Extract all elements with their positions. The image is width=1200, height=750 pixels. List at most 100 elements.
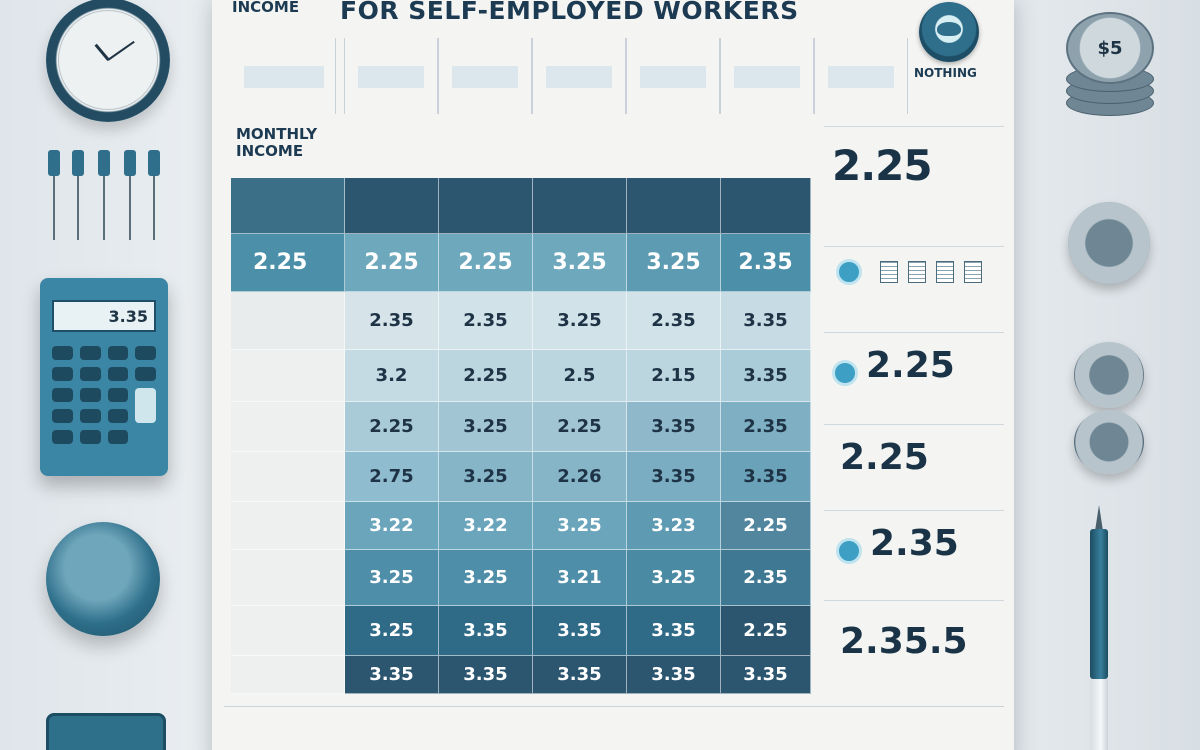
table-cell: 2.35 [721, 550, 811, 606]
calc-key [107, 430, 129, 444]
summary-block: 2.35.5 [824, 600, 1004, 700]
table-cell: 3.35 [345, 656, 439, 694]
pin [72, 150, 84, 240]
calc-key [52, 430, 73, 444]
pen-cap [1090, 679, 1108, 750]
bowl [46, 522, 160, 636]
coin-dot-icon [836, 537, 862, 564]
document-icon [936, 261, 954, 283]
table-cell: 3.25 [627, 550, 721, 606]
calculator-display: 3.35 [52, 300, 156, 332]
table-header-cell [231, 178, 345, 234]
table-cell: 3.35 [627, 402, 721, 452]
coin-icon [1074, 342, 1144, 408]
table-header-row [231, 178, 811, 234]
push-pins [46, 150, 176, 250]
table-cell: 3.35 [627, 606, 721, 656]
document-icon [908, 261, 926, 283]
calc-key [79, 388, 101, 402]
header-chip [828, 66, 894, 88]
table-cell: 3.35 [721, 350, 811, 402]
header-cell [232, 38, 336, 114]
table-cell [231, 502, 345, 550]
table-cell: 3.35 [627, 656, 721, 694]
table-cell: 2.25 [439, 350, 533, 402]
table-cell: 3.22 [439, 502, 533, 550]
calc-key [107, 367, 129, 381]
table-cell: 2.25 [345, 234, 439, 292]
table-cell: 3.25 [439, 452, 533, 502]
document-icon [880, 261, 898, 283]
coin-stack: $5 [1066, 12, 1154, 120]
column-header [358, 126, 438, 172]
table-cell: 3.35 [533, 656, 627, 694]
summary-value: 2.25 [840, 437, 929, 478]
wall-clock [46, 0, 170, 122]
table-row: 3.25 3.25 3.21 3.25 2.35 [231, 550, 811, 606]
calc-key [52, 367, 73, 381]
table-cell: 3.25 [345, 606, 439, 656]
table-cell: 3.35 [627, 452, 721, 502]
coin-icon [1068, 202, 1150, 284]
table-cell: 2.25 [721, 606, 811, 656]
table-row: 3.2 2.25 2.5 2.15 3.35 [231, 350, 811, 402]
poster-title: FOR SELF-EMPLOYED WORKERS [340, 0, 799, 25]
calc-key [79, 367, 101, 381]
table-cell: 2.25 [533, 402, 627, 452]
clock-face [58, 10, 158, 110]
pin [98, 150, 110, 240]
pen [1088, 505, 1110, 750]
table-cell: 3.35 [721, 292, 811, 350]
summary-block: 2.35 [824, 510, 1004, 600]
table-cell: 3.21 [533, 550, 627, 606]
header-cell [438, 38, 532, 114]
calc-key [52, 346, 73, 360]
header-cell [814, 38, 908, 114]
header-row: NOTHING [224, 38, 994, 114]
table-cell: 2.35 [345, 292, 439, 350]
column-header [734, 126, 814, 172]
table-cell: 2.35 [721, 402, 811, 452]
header-chip [243, 66, 324, 88]
table-header-cell [345, 178, 439, 234]
table-cell: 2.35 [439, 292, 533, 350]
phone [46, 713, 166, 750]
poster-logo: INCOME [232, 0, 342, 17]
table-cell: 2.25 [231, 234, 345, 292]
header-chip [640, 66, 706, 88]
table-cell: 3.25 [345, 550, 439, 606]
nothing-label: NOTHING [914, 64, 977, 80]
table-cell: 3.23 [627, 502, 721, 550]
table-cell: 3.25 [533, 502, 627, 550]
table-row: 3.25 3.35 3.35 3.35 2.25 [231, 606, 811, 656]
table-cell: 2.5 [533, 350, 627, 402]
summary-value: 2.35 [870, 523, 959, 564]
table-cell: 2.15 [627, 350, 721, 402]
document-icon [964, 261, 982, 283]
income-table: 2.25 2.25 2.25 3.25 3.25 2.35 2.35 2.35 3.25 2.35… [231, 178, 811, 694]
summary-value: 2.35.5 [840, 621, 968, 662]
table-cell: 2.25 [721, 502, 811, 550]
calc-key [107, 346, 129, 360]
summary-value: 2.25 [866, 345, 955, 386]
table-cell [231, 350, 345, 402]
table-header-cell [721, 178, 811, 234]
table-cell [231, 550, 345, 606]
pen-tip [1095, 505, 1103, 531]
header-chip [452, 66, 518, 88]
summary-block: 2.25 [824, 424, 1004, 510]
table-row: 2.35 2.35 3.25 2.35 3.35 [231, 292, 811, 350]
table-cell: 3.35 [721, 656, 811, 694]
table-cell: 3.25 [439, 550, 533, 606]
calc-key [107, 409, 129, 423]
logo-line1: INCOME [232, 0, 300, 16]
table-cell: 3.35 [439, 606, 533, 656]
column-headers: MONTHLY INCOME [230, 125, 820, 172]
table-cell: 3.35 [439, 656, 533, 694]
header-cell [344, 38, 438, 114]
header-chip [358, 66, 424, 88]
table-cell: 3.25 [627, 234, 721, 292]
coin-icon [1074, 410, 1144, 474]
nothing-text: NOTHING [914, 66, 977, 80]
table-cell [231, 292, 345, 350]
